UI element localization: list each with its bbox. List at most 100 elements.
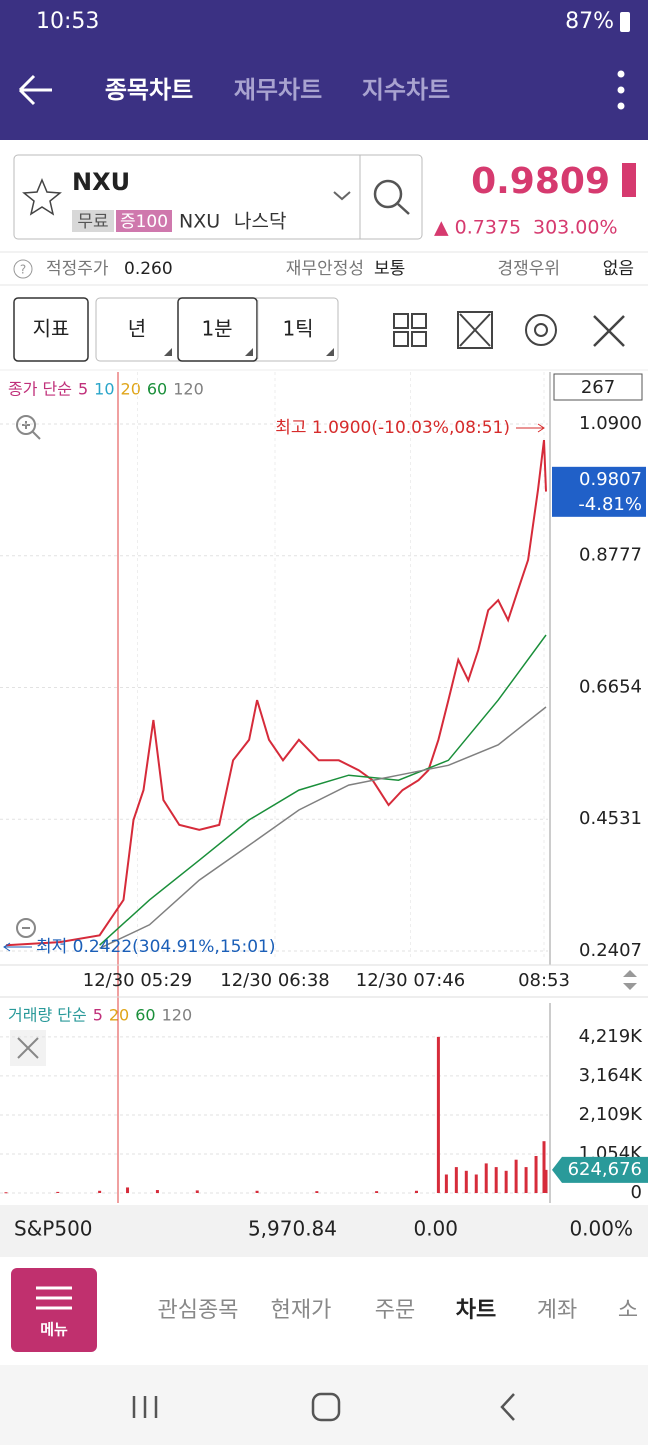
indicator-button[interactable] xyxy=(13,297,89,362)
button-label[interactable]: 1틱 xyxy=(282,317,313,341)
close-panel[interactable] xyxy=(17,1037,39,1059)
price-change: ▲ 0.7375 xyxy=(434,217,521,239)
tab-active[interactable]: 종목차트 xyxy=(105,76,193,104)
volume-bar xyxy=(56,1191,60,1193)
volume-bar xyxy=(464,1170,468,1193)
status-time: 10:53 xyxy=(36,9,99,34)
volume-bar xyxy=(514,1159,518,1193)
volume-bar xyxy=(544,1169,548,1193)
favorite-star[interactable] xyxy=(22,178,62,216)
volume-bar xyxy=(542,1141,546,1193)
system-back[interactable] xyxy=(500,1393,515,1421)
volume-bar xyxy=(474,1174,478,1193)
nav-item[interactable]: 관심종목 xyxy=(158,1298,239,1323)
zoom-in[interactable] xyxy=(16,415,41,440)
zoom-out[interactable] xyxy=(16,918,36,938)
index-change: 0.00 xyxy=(413,1217,458,1241)
tools-icon[interactable] xyxy=(593,315,625,347)
battery-icon xyxy=(620,12,630,32)
ma-period: 120 xyxy=(162,1006,193,1025)
volume-bar xyxy=(255,1190,259,1193)
search-button[interactable] xyxy=(373,179,410,215)
info-label: 재무안정성 xyxy=(286,259,364,279)
series-line xyxy=(5,439,547,947)
tab[interactable]: 지수차트 xyxy=(362,76,450,104)
low-annotation: 최저 0.2422(304.91%,15:01) xyxy=(36,937,275,957)
low-arrow xyxy=(3,942,32,952)
back-button[interactable] xyxy=(18,74,52,106)
ma-period: 5 xyxy=(93,1006,103,1025)
info-label: 경쟁우위 xyxy=(497,259,560,279)
y-tick-label: 0.2407 xyxy=(579,940,642,961)
help-icon-text: ? xyxy=(20,263,26,277)
nav-item[interactable]: 주문 xyxy=(375,1298,415,1323)
series-line xyxy=(99,634,547,946)
index-value: 5,970.84 xyxy=(248,1217,337,1241)
indicator-label: 종가 단순 xyxy=(8,380,72,399)
y-tick-label: 0.6654 xyxy=(579,676,642,697)
home-button[interactable] xyxy=(311,1392,341,1422)
stock-symbol: NXU xyxy=(72,168,130,196)
tag: 무료 xyxy=(77,212,108,232)
volume-bar xyxy=(195,1190,199,1193)
dropdown-chevron[interactable] xyxy=(333,191,351,201)
volume-bar xyxy=(494,1167,498,1193)
volume-bar xyxy=(126,1187,130,1193)
last-change: -4.81% xyxy=(578,494,642,515)
tag: NXU xyxy=(179,211,220,233)
nav-item[interactable]: 현재가 xyxy=(271,1298,332,1323)
nav-item-active[interactable]: 차트 xyxy=(456,1298,496,1323)
scroll-arrows[interactable] xyxy=(623,970,637,990)
volume-bar xyxy=(504,1170,508,1193)
ma-period: 120 xyxy=(173,380,204,399)
y-tick-label: 0 xyxy=(631,1182,642,1203)
volume-bar xyxy=(534,1156,538,1193)
price-bar xyxy=(622,163,636,197)
volume-bar xyxy=(436,1036,440,1193)
index-name: S&P500 xyxy=(14,1217,93,1241)
x-tick-label: 12/30 06:38 xyxy=(220,970,329,991)
tag: 증100 xyxy=(120,212,168,232)
volume-bar xyxy=(454,1167,458,1193)
bar-count-box xyxy=(553,373,643,401)
info-value: 0.260 xyxy=(124,259,173,279)
ma-period: 5 xyxy=(78,380,88,399)
indicator-label: 거래량 단순 xyxy=(8,1006,87,1025)
price-change-pct: 303.00% xyxy=(533,217,618,239)
volume-bar xyxy=(315,1191,319,1193)
settings-icon[interactable] xyxy=(525,314,557,346)
nav-item[interactable]: 소 xyxy=(618,1298,638,1323)
volume-bar xyxy=(4,1192,8,1194)
y-tick-label: 0.4531 xyxy=(579,808,642,829)
nav-item[interactable]: 계좌 xyxy=(537,1298,577,1323)
more-menu[interactable] xyxy=(617,70,625,110)
layout-icon[interactable] xyxy=(393,313,427,347)
info-value: 보통 xyxy=(374,259,405,279)
recent-apps[interactable] xyxy=(132,1396,158,1418)
button-label: 지표 xyxy=(33,317,70,341)
button-label[interactable]: 년 xyxy=(128,317,146,341)
system-nav xyxy=(0,1365,648,1445)
ma-period: 20 xyxy=(109,1006,129,1025)
ma-period: 60 xyxy=(147,380,167,399)
high-arrow xyxy=(516,423,545,433)
bar-count: 267 xyxy=(581,377,615,398)
info-label: 적정주가 xyxy=(46,259,109,279)
x-tick-label: 12/30 07:46 xyxy=(356,970,465,991)
help-icon[interactable] xyxy=(13,259,33,279)
expand-icon[interactable] xyxy=(457,311,493,349)
index-bar xyxy=(0,1205,648,1257)
button-label[interactable]: 1분 xyxy=(201,317,232,341)
volume-bar xyxy=(524,1167,528,1193)
tab[interactable]: 재무차트 xyxy=(234,76,322,104)
period-button-active[interactable] xyxy=(177,297,258,362)
menu-icon xyxy=(36,1286,72,1310)
menu-button[interactable] xyxy=(11,1268,97,1352)
tag-bg xyxy=(72,210,114,232)
app-header xyxy=(0,0,648,140)
info-value: 없음 xyxy=(603,259,634,279)
last-price-tag xyxy=(552,466,646,517)
charts: 종가 단순 5 10 20 60 120 1.0900 0.8777 0.6654 0.4531 0… xyxy=(0,372,648,1203)
